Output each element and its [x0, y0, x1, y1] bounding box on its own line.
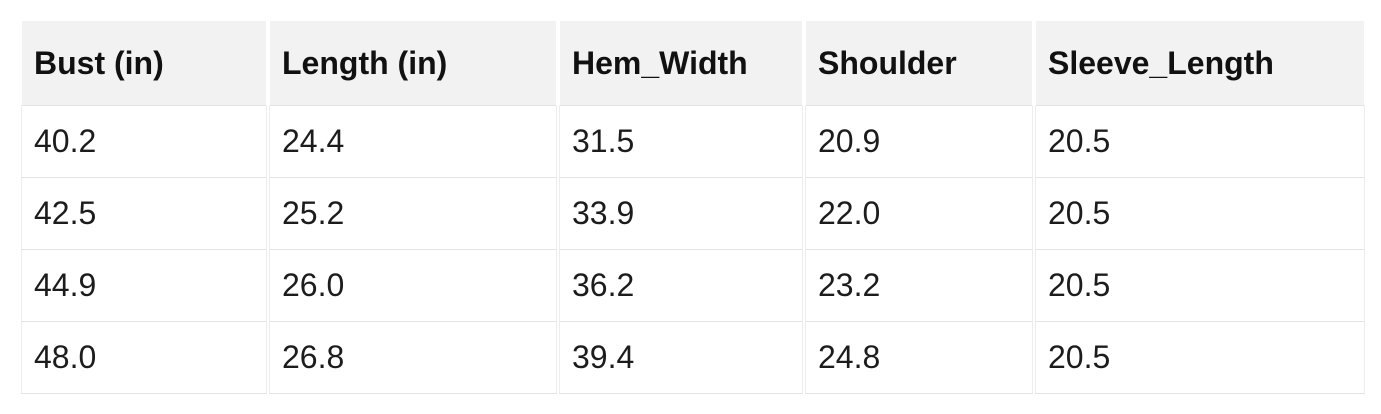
- cell-length: 26.0: [269, 250, 557, 322]
- cell-sleeve-length: 20.5: [1035, 178, 1365, 250]
- cell-bust: 42.5: [21, 178, 267, 250]
- cell-shoulder: 20.9: [805, 106, 1033, 178]
- size-measurement-table: Bust (in) Length (in) Hem_Width Shoulder…: [19, 20, 1367, 394]
- table-row: 44.9 26.0 36.2 23.2 20.5: [21, 250, 1365, 322]
- cell-sleeve-length: 20.5: [1035, 322, 1365, 394]
- cell-bust: 44.9: [21, 250, 267, 322]
- cell-hem-width: 39.4: [559, 322, 803, 394]
- cell-length: 26.8: [269, 322, 557, 394]
- cell-bust: 40.2: [21, 106, 267, 178]
- cell-hem-width: 31.5: [559, 106, 803, 178]
- column-header-hem-width: Hem_Width: [559, 20, 803, 106]
- table-row: 40.2 24.4 31.5 20.9 20.5: [21, 106, 1365, 178]
- cell-hem-width: 33.9: [559, 178, 803, 250]
- table-row: 48.0 26.8 39.4 24.8 20.5: [21, 322, 1365, 394]
- cell-sleeve-length: 20.5: [1035, 250, 1365, 322]
- cell-shoulder: 24.8: [805, 322, 1033, 394]
- column-header-bust: Bust (in): [21, 20, 267, 106]
- cell-bust: 48.0: [21, 322, 267, 394]
- table-header: Bust (in) Length (in) Hem_Width Shoulder…: [21, 20, 1365, 106]
- cell-hem-width: 36.2: [559, 250, 803, 322]
- cell-shoulder: 22.0: [805, 178, 1033, 250]
- header-row: Bust (in) Length (in) Hem_Width Shoulder…: [21, 20, 1365, 106]
- cell-shoulder: 23.2: [805, 250, 1033, 322]
- cell-length: 25.2: [269, 178, 557, 250]
- cell-sleeve-length: 20.5: [1035, 106, 1365, 178]
- column-header-length: Length (in): [269, 20, 557, 106]
- table-body: 40.2 24.4 31.5 20.9 20.5 42.5 25.2 33.9 …: [21, 106, 1365, 394]
- column-header-shoulder: Shoulder: [805, 20, 1033, 106]
- cell-length: 24.4: [269, 106, 557, 178]
- column-header-sleeve-length: Sleeve_Length: [1035, 20, 1365, 106]
- table-row: 42.5 25.2 33.9 22.0 20.5: [21, 178, 1365, 250]
